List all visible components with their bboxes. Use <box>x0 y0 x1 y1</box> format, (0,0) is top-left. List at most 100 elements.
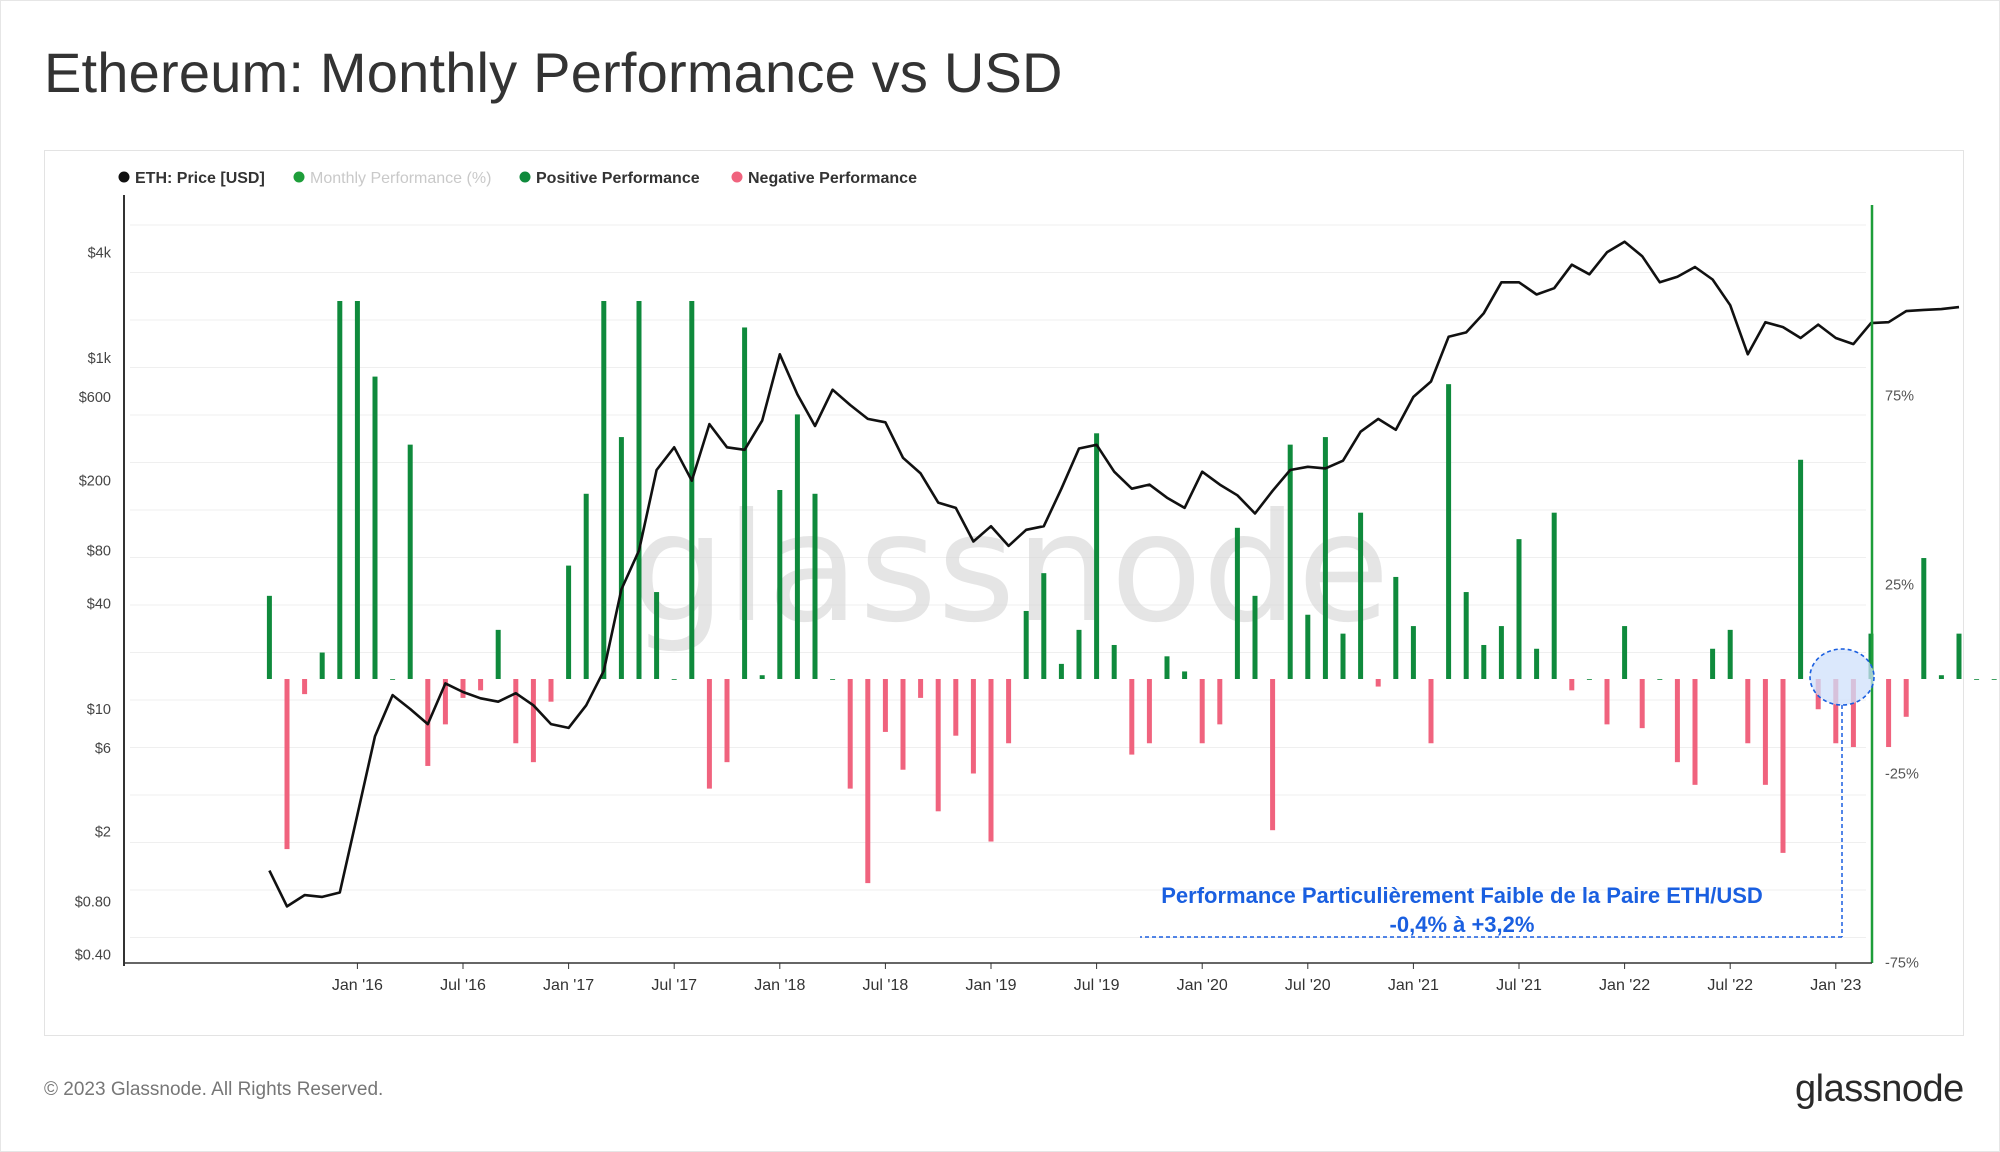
y-tick-label: $40 <box>87 596 111 612</box>
x-tick-label: Jul '16 <box>440 977 486 994</box>
positive-bar <box>1164 656 1170 679</box>
negative-bar <box>847 679 853 789</box>
positive-bar <box>1023 610 1029 679</box>
negative-bar <box>970 679 976 774</box>
positive-bar <box>495 629 501 679</box>
legend-item[interactable]: Negative Performance <box>731 170 918 187</box>
negative-bar <box>724 679 730 763</box>
right-tick-label: -75% <box>1885 956 1919 972</box>
x-tick-label: Jan '21 <box>1388 977 1439 994</box>
x-tick-label: Jan '17 <box>543 977 594 994</box>
negative-bar <box>548 679 554 702</box>
negative-bar <box>706 679 712 789</box>
positive-bar <box>1657 679 1663 680</box>
positive-bar <box>794 414 800 679</box>
grid-lines <box>130 224 1866 938</box>
positive-bar <box>1516 539 1522 679</box>
positive-bar <box>1921 558 1927 679</box>
negative-bar <box>1129 679 1135 755</box>
legend-item[interactable]: Monthly Performance (%) <box>293 170 492 187</box>
positive-bar <box>830 679 836 680</box>
positive-bar <box>1252 595 1258 679</box>
positive-bar <box>354 301 360 679</box>
y-tick-label: $600 <box>79 390 111 406</box>
negative-bar <box>1428 679 1434 744</box>
positive-bar <box>759 675 765 679</box>
negative-bar <box>865 679 871 884</box>
positive-bar <box>742 327 748 679</box>
negative-bar <box>935 679 941 812</box>
positive-bar <box>1076 629 1082 679</box>
negative-bar <box>1217 679 1223 725</box>
positive-bar <box>1340 633 1346 679</box>
legend-dot-icon <box>519 171 531 183</box>
legend-item[interactable]: Positive Performance <box>519 170 700 187</box>
price-line <box>268 240 1960 908</box>
positive-bar <box>1498 626 1504 679</box>
positive-bar <box>601 301 607 679</box>
y-tick-label: $0.40 <box>75 947 111 963</box>
negative-bar <box>460 679 466 698</box>
legend-item[interactable]: ETH: Price [USD] <box>118 170 265 187</box>
x-tick-label: Jul '18 <box>863 977 909 994</box>
negative-bar <box>1146 679 1152 744</box>
y-tick-label: $6 <box>95 741 111 757</box>
negative-bar <box>513 679 519 744</box>
x-tick-label: Jul '17 <box>651 977 697 994</box>
positive-bar <box>319 652 325 679</box>
positive-bar <box>1481 644 1487 679</box>
right-tick-label: 25% <box>1885 578 1914 594</box>
positive-bar <box>1938 675 1944 679</box>
negative-bar <box>900 679 906 770</box>
negative-bar <box>530 679 536 763</box>
y-tick-label: $200 <box>79 474 111 490</box>
x-tick-label: Jan '19 <box>965 977 1016 994</box>
negative-bar <box>1833 679 1839 744</box>
x-tick-label: Jul '19 <box>1074 977 1120 994</box>
positive-bar <box>583 493 589 679</box>
negative-bar <box>1780 679 1786 853</box>
x-tick-label: Jul '20 <box>1285 977 1331 994</box>
positive-bar <box>1974 679 1980 680</box>
positive-bar <box>390 679 396 680</box>
y-tick-label: $10 <box>87 702 111 718</box>
watermark: glassnode <box>630 482 1389 656</box>
positive-bar <box>636 301 642 679</box>
positive-bar <box>1991 679 1997 680</box>
positive-bar <box>1534 648 1540 679</box>
y-tick-label: $80 <box>87 544 111 560</box>
page-title: Ethereum: Monthly Performance vs USD <box>44 41 1063 104</box>
x-tick-label: Jan '23 <box>1810 977 1861 994</box>
positive-bar <box>372 376 378 679</box>
positive-bar <box>1551 512 1557 679</box>
positive-bar <box>1305 614 1311 679</box>
legend-label: Positive Performance <box>536 170 700 187</box>
annotation-connector <box>1140 705 1843 938</box>
negative-bar <box>1886 679 1892 748</box>
legend-dot-icon <box>293 171 305 183</box>
positive-bar <box>266 595 272 679</box>
positive-bar <box>1956 633 1962 679</box>
x-tick-label: Jan '18 <box>754 977 805 994</box>
negative-bar <box>1604 679 1610 725</box>
positive-bar <box>689 301 695 679</box>
right-tick-label: 75% <box>1885 389 1914 405</box>
positive-bar <box>1094 433 1100 679</box>
negative-bar <box>882 679 888 732</box>
legend-dot-icon <box>731 171 743 183</box>
negative-bar <box>953 679 959 736</box>
positive-bar <box>1322 437 1328 679</box>
negative-bar <box>478 679 484 691</box>
negative-bar <box>1692 679 1698 785</box>
legend-label: Monthly Performance (%) <box>310 170 491 187</box>
negative-bar <box>988 679 994 842</box>
positive-bar <box>566 565 572 679</box>
negative-bar <box>1745 679 1751 744</box>
positive-bar <box>1287 444 1293 679</box>
negative-bar <box>918 679 924 698</box>
positive-bar <box>618 437 624 679</box>
legend-label: ETH: Price [USD] <box>135 170 265 187</box>
negative-bar <box>1850 679 1856 748</box>
negative-bar <box>1674 679 1680 763</box>
